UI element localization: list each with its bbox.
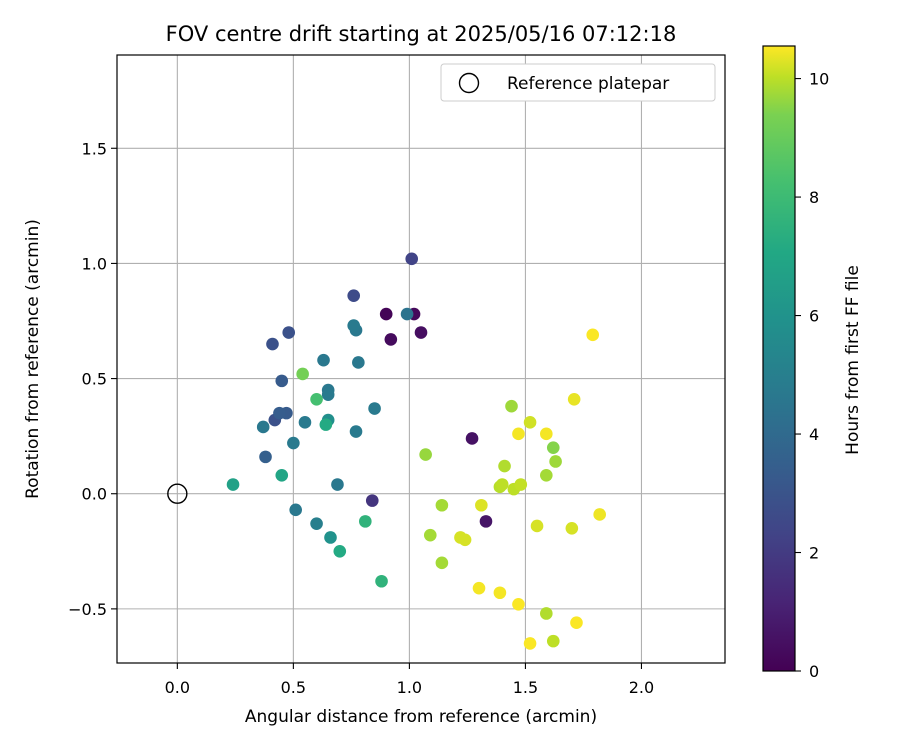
data-point (423, 528, 437, 542)
data-point (493, 586, 507, 600)
gridlines (117, 55, 725, 663)
data-point (275, 469, 289, 482)
data-point (540, 469, 553, 482)
data-point (352, 356, 365, 369)
chart-title: FOV centre drift starting at 2025/05/16 … (166, 22, 677, 46)
data-point (256, 420, 270, 434)
colorbar-gradient (763, 46, 795, 671)
data-point (458, 533, 472, 547)
data-point (549, 455, 562, 468)
data-point (419, 448, 432, 461)
data-point (505, 399, 518, 413)
data-point (275, 374, 289, 388)
data-point (475, 498, 488, 512)
data-point (331, 478, 344, 491)
data-point (570, 616, 583, 629)
colorbar-frame (762, 45, 796, 672)
data-point (310, 517, 323, 530)
x-tick-label: 1.5 (513, 678, 538, 697)
x-tick-label: 0.0 (165, 678, 190, 697)
y-tick-label: 1.0 (82, 254, 107, 273)
y-tick-label: 1.5 (82, 139, 107, 158)
legend: Reference platepar (440, 63, 716, 102)
colorbar-tick-label: 10 (809, 70, 829, 89)
y-tick-label: 0.5 (82, 370, 107, 389)
colorbar-tick-label: 0 (809, 662, 819, 681)
data-point (333, 545, 347, 558)
colorbar-tick-label: 8 (809, 188, 819, 207)
colorbar: 0 2 4 6 8 10 Hours from first FF file (762, 45, 863, 681)
colorbar-label: Hours from first FF file (843, 265, 863, 455)
data-point (546, 441, 560, 454)
data-point (317, 353, 330, 367)
data-point (226, 478, 240, 491)
data-point (282, 326, 296, 339)
data-point (375, 574, 388, 588)
data-point (298, 416, 312, 429)
data-point (319, 418, 333, 431)
y-axis-label: Rotation from reference (arcmin) (23, 219, 43, 499)
data-point (514, 478, 528, 491)
data-point (435, 556, 449, 570)
data-point (565, 521, 579, 535)
data-point (472, 581, 486, 595)
data-point (530, 519, 544, 533)
data-point (523, 637, 537, 650)
data-point (435, 498, 449, 512)
plot-frame (116, 54, 726, 664)
colorbar-tick-label: 6 (809, 307, 819, 326)
data-point (310, 393, 323, 406)
data-point (400, 307, 414, 321)
data-point (379, 307, 393, 321)
data-point (546, 634, 560, 648)
data-point (287, 436, 300, 450)
colorbar-tick-label: 2 (809, 544, 819, 563)
data-point (349, 425, 363, 438)
data-point (465, 432, 479, 445)
data-points (226, 252, 606, 650)
data-point (365, 494, 379, 507)
data-point (347, 289, 361, 302)
data-point (567, 393, 581, 406)
data-point (593, 508, 606, 521)
data-point (324, 531, 337, 544)
data-point (384, 333, 398, 346)
reference-point-layer (167, 483, 188, 504)
data-point (495, 478, 509, 491)
x-tick-label: 1.0 (397, 678, 422, 697)
y-tick-label: 0.0 (82, 485, 107, 504)
data-point (414, 326, 428, 339)
colorbar-tick-label: 4 (809, 425, 819, 444)
data-point (512, 427, 525, 441)
data-point (540, 427, 553, 441)
x-tick-label: 2.0 (629, 678, 654, 697)
reference-point-marker (167, 483, 188, 504)
data-point (289, 503, 302, 517)
data-point (359, 515, 372, 528)
legend-label: Reference platepar (507, 74, 669, 94)
data-point (296, 367, 309, 381)
y-ticks: −0.5 0.0 0.5 1.0 1.5 (68, 139, 117, 619)
data-point (498, 459, 511, 473)
data-point (347, 319, 361, 332)
data-point (273, 406, 286, 420)
colorbar-ticks: 0 2 4 6 8 10 (795, 70, 829, 681)
y-tick-label: −0.5 (68, 600, 107, 619)
data-point (586, 328, 600, 342)
data-point (266, 337, 279, 351)
x-ticks: 0.0 0.5 1.0 1.5 2.0 (165, 663, 654, 697)
legend-marker-icon (458, 72, 480, 94)
data-point (259, 450, 272, 464)
data-point (512, 597, 525, 611)
x-axis-label: Angular distance from reference (arcmin) (245, 707, 597, 727)
data-point (479, 515, 493, 528)
data-point (523, 416, 537, 429)
data-point (405, 252, 419, 266)
data-point (368, 402, 381, 415)
data-point (321, 388, 335, 401)
legend-box (440, 63, 716, 102)
x-tick-label: 0.5 (281, 678, 306, 697)
data-point (540, 607, 553, 620)
